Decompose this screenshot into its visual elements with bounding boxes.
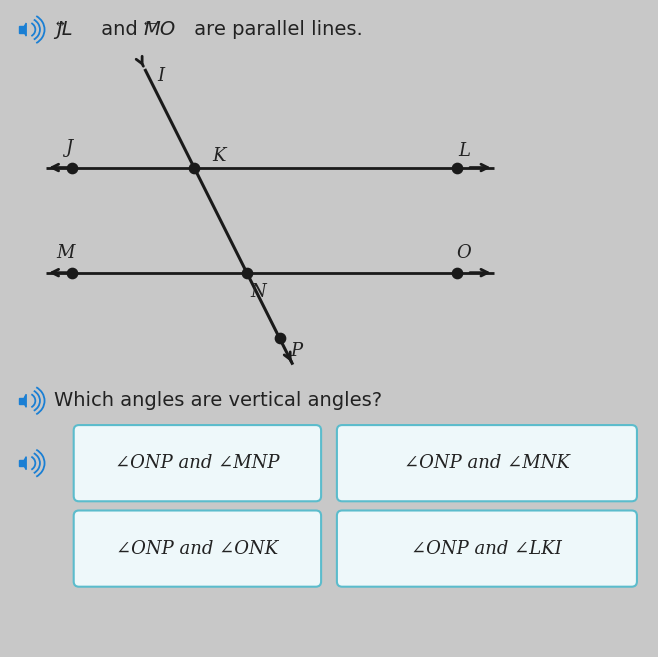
FancyBboxPatch shape (337, 510, 637, 587)
Polygon shape (24, 394, 26, 407)
Text: and: and (95, 20, 144, 39)
FancyBboxPatch shape (74, 510, 321, 587)
Polygon shape (24, 23, 26, 36)
Text: Which angles are vertical angles?: Which angles are vertical angles? (54, 392, 382, 410)
Text: J: J (65, 139, 73, 157)
Text: MO: MO (143, 20, 176, 39)
Text: ∠ONP and ∠ONK: ∠ONP and ∠ONK (116, 539, 278, 558)
Text: L: L (458, 142, 470, 160)
FancyBboxPatch shape (19, 26, 24, 33)
Text: M: M (57, 244, 75, 262)
FancyBboxPatch shape (19, 397, 24, 404)
Text: P: P (290, 342, 302, 361)
Text: I: I (158, 66, 164, 85)
FancyBboxPatch shape (337, 425, 637, 501)
Text: ∠ONP and ∠MNP: ∠ONP and ∠MNP (115, 454, 280, 472)
FancyBboxPatch shape (19, 460, 24, 466)
Point (67, 162, 78, 173)
Point (67, 267, 78, 278)
Text: are parallel lines.: are parallel lines. (188, 20, 363, 39)
Text: ↔: ↔ (56, 19, 64, 30)
Text: K: K (213, 147, 226, 165)
Text: ←─: ←─ (143, 19, 157, 30)
Point (189, 162, 199, 173)
Polygon shape (24, 457, 26, 470)
Point (274, 333, 285, 344)
Point (241, 267, 252, 278)
Point (452, 267, 463, 278)
Text: N: N (251, 283, 266, 302)
Text: ∠ONP and ∠MNK: ∠ONP and ∠MNK (404, 454, 570, 472)
Text: JL: JL (56, 20, 72, 39)
Point (452, 162, 463, 173)
FancyBboxPatch shape (74, 425, 321, 501)
Text: O: O (457, 244, 471, 262)
Text: ∠ONP and ∠LKI: ∠ONP and ∠LKI (411, 539, 563, 558)
